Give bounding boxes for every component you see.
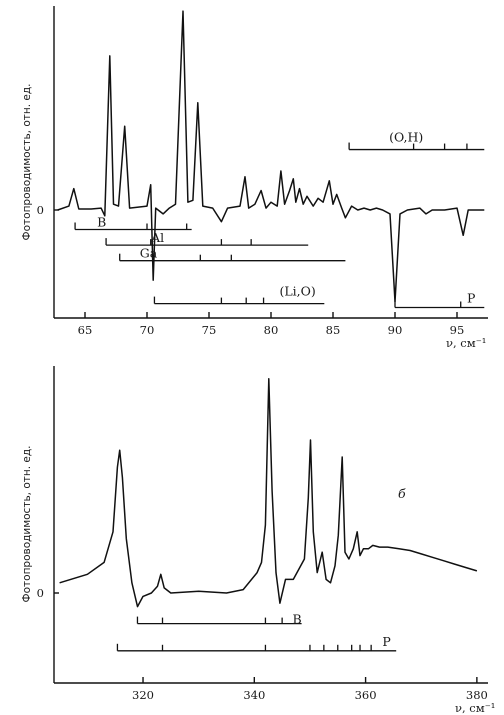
ladder-label: B [97, 215, 106, 230]
ladder-label: (O,H) [389, 130, 423, 145]
ladder-oh: (O,H) [348, 130, 485, 151]
y-zero-label: 0 [37, 586, 44, 600]
x-tick-label: 90 [388, 323, 403, 337]
ladder-b: B [74, 215, 192, 231]
chart-panel-a: 65 70 75 80 85 90 95 0 Фотопроводимость, отн. ед… [21, 6, 488, 350]
ladder-ga: Ga [119, 246, 346, 262]
ladder-label: B [292, 612, 301, 627]
x-tick-label: 65 [78, 323, 93, 337]
ladder-p: P [116, 634, 397, 652]
spectrum-trace [59, 378, 478, 608]
spectrum-trace [57, 10, 485, 303]
x-tick-label: 75 [202, 323, 217, 337]
chart-panel-b: 320 340 360 380 0 Фотопроводимость, отн. ед. ν… [21, 366, 495, 715]
y-axis-title: Фотопроводимость, отн. ед. [21, 84, 33, 241]
x-tick-label: 380 [466, 688, 488, 702]
x-tick-label: 80 [264, 323, 279, 337]
ladder-p: P [394, 291, 485, 309]
y-axis-title: Фотопроводимость, отн. ед. [21, 446, 33, 603]
y-zero-label: 0 [37, 203, 44, 217]
ladder-label: P [467, 291, 475, 306]
ladder-lio: (Li,O) [153, 284, 325, 305]
x-tick-label: 95 [450, 323, 465, 337]
ladder-label: (Li,O) [279, 284, 315, 299]
x-tick-label: 360 [355, 688, 377, 702]
x-tick-label: 85 [326, 323, 341, 337]
x-axis-title: ν, см⁻¹ [455, 701, 495, 715]
ladder-label: Al [150, 230, 164, 245]
ladder-label: Ga [140, 246, 158, 261]
ladder-label: P [382, 634, 390, 649]
x-tick-label: 70 [140, 323, 155, 337]
panel-letter: б [398, 486, 406, 501]
x-axis-title: ν, см⁻¹ [446, 336, 486, 350]
ladder-al: Al [105, 230, 309, 246]
ladder-b: B [136, 612, 302, 627]
x-tick-label: 340 [243, 688, 265, 702]
x-tick-label: 320 [132, 688, 154, 702]
